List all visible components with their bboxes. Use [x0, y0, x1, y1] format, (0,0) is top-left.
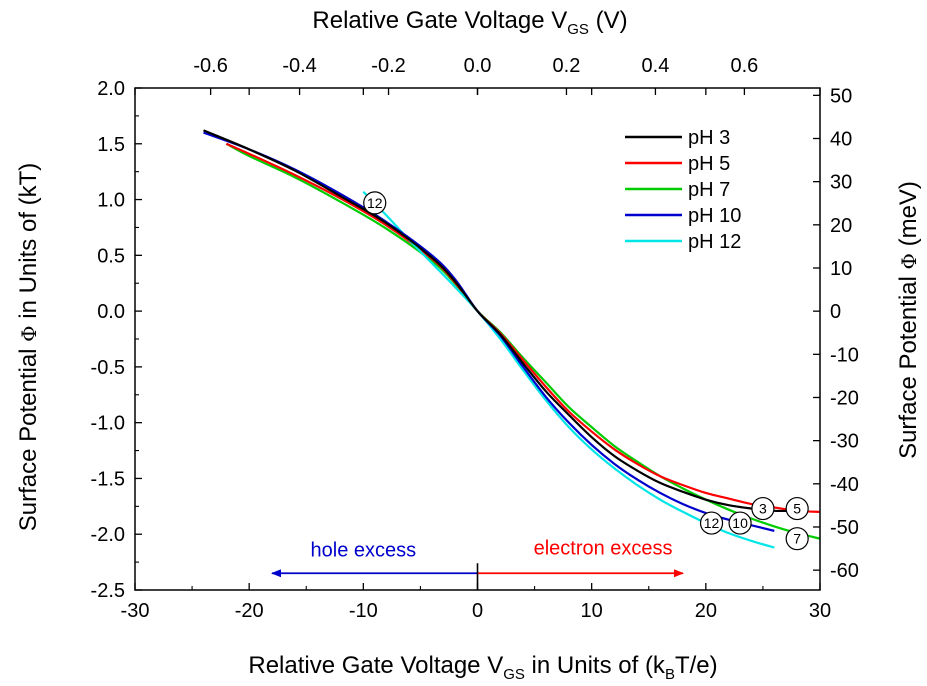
y2-axis-title: Surface Potential Φ (meV): [895, 181, 922, 459]
curve-marker-label: 12: [367, 195, 383, 211]
x2-tick-label: 0.0: [464, 55, 492, 77]
annotations-layer: hole excess electron excess: [271, 537, 684, 590]
curve-marker-circle: [785, 496, 809, 521]
y2-tick-label: 20: [830, 215, 852, 237]
markers-layer: 12 3 5 12 10 7: [363, 191, 809, 551]
legend-label: pH 12: [688, 231, 741, 253]
x2-tick-label: -0.6: [193, 55, 227, 77]
legend-label: pH 7: [688, 179, 730, 201]
y2-tick-label: 10: [830, 258, 852, 280]
curve-marker-label: 10: [732, 515, 748, 531]
y-axis-title: Surface Potential Φ in Units of (kT): [15, 163, 42, 532]
x-tick-label: 10: [581, 600, 603, 622]
series-line-ph-7: [225, 142, 821, 540]
y-tick-label: 0.5: [97, 245, 125, 267]
y2-tick-label: 40: [830, 129, 852, 151]
curve-marker-circle: [751, 496, 775, 521]
legend-label: pH 3: [688, 127, 730, 149]
y-tick-label: 2.0: [97, 78, 125, 100]
ticks-layer: -30 -20 -10 0 10 20 30-0.6 -0.4 -0.2 0.0 0.2 0.4 0.6…: [91, 55, 859, 622]
y2-tick-label: -40: [830, 474, 859, 496]
curve-marker-label: 12: [704, 515, 720, 531]
curve-marker-label: 5: [793, 501, 801, 517]
y2-tick-label: 0: [830, 301, 841, 323]
x2-tick-label: -0.4: [282, 55, 316, 77]
series-layer: [203, 129, 821, 549]
hole-excess-label: hole excess: [311, 540, 417, 562]
curve-marker-label: 7: [793, 531, 801, 547]
x2-axis-title: Relative Gate Voltage VGS (V): [312, 7, 627, 38]
y-tick-label: -2.5: [91, 580, 125, 602]
legend-label: pH 10: [688, 205, 741, 227]
plot-frame: [134, 87, 821, 591]
curve-marker-circle: [363, 191, 387, 215]
x2-tick-label: 0.4: [642, 55, 670, 77]
series-line-ph-3: [203, 129, 798, 513]
legend: pH 3 pH 5 pH 7 pH 10 pH 12: [625, 127, 741, 253]
y2-tick-label: -30: [830, 431, 859, 453]
x2-tick-label: 0.2: [553, 55, 581, 77]
x-tick-label: 30: [809, 600, 831, 622]
x-tick-label: 20: [695, 600, 717, 622]
curve-marker-circle: [728, 511, 752, 535]
y-tick-label: 1.5: [97, 134, 125, 156]
curve-marker-circle: [699, 511, 724, 535]
y2-tick-label: -20: [830, 387, 859, 409]
curve-marker-circle: [785, 527, 809, 551]
y-tick-label: 1.0: [97, 190, 125, 212]
x-tick-label: -20: [235, 600, 264, 622]
legend-label: pH 5: [688, 153, 730, 175]
y-tick-label: -2.0: [91, 524, 125, 546]
y2-tick-label: 50: [830, 85, 852, 107]
series-line-ph-10: [203, 131, 775, 532]
y2-tick-label: -10: [830, 344, 859, 366]
electron-excess-label: electron excess: [534, 537, 673, 559]
y-tick-label: -1.0: [91, 413, 125, 435]
y2-tick-label: -60: [830, 560, 859, 582]
x-axis-title: Relative Gate Voltage VGS in Units of (k…: [248, 652, 717, 683]
y-tick-label: -1.5: [91, 468, 125, 490]
series-line-ph-5: [225, 142, 821, 514]
x-tick-label: -10: [349, 600, 378, 622]
curve-marker-label: 3: [759, 501, 767, 517]
y2-tick-label: 30: [830, 172, 852, 194]
y-tick-label: 0.0: [97, 301, 125, 323]
y-tick-label: -0.5: [91, 357, 125, 379]
x2-tick-label: -0.2: [371, 55, 405, 77]
x2-tick-label: 0.6: [730, 55, 758, 77]
x-tick-label: 0: [472, 600, 483, 622]
x-tick-label: -30: [121, 600, 150, 622]
y2-tick-label: -50: [830, 517, 859, 539]
